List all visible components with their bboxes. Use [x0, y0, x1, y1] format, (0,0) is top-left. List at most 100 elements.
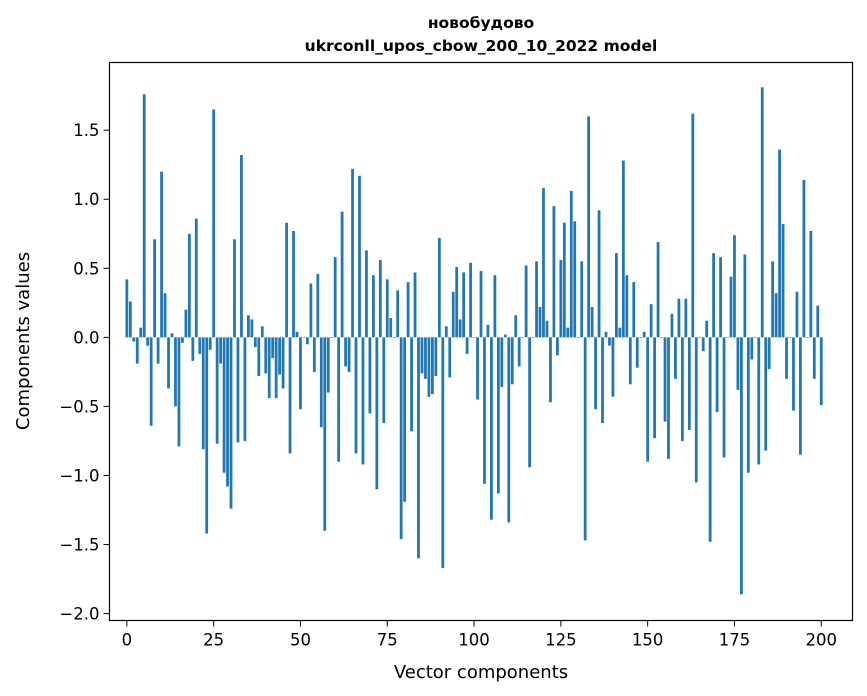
- bar-187: [774, 293, 778, 338]
- bar-167: [705, 320, 709, 338]
- bar-0: [125, 279, 129, 338]
- bar-1: [128, 301, 132, 338]
- bar-53: [309, 283, 313, 338]
- bar-168: [708, 337, 712, 542]
- bar-150: [646, 337, 650, 462]
- bar-142: [618, 327, 622, 338]
- bar-89: [434, 337, 438, 377]
- bar-12: [167, 337, 170, 389]
- bar-series: [125, 87, 823, 595]
- bar-6: [146, 337, 150, 346]
- bar-156: [667, 337, 670, 459]
- bar-123: [552, 206, 556, 338]
- bar-183: [760, 87, 764, 338]
- bar-37: [253, 337, 257, 348]
- bar-106: [493, 275, 497, 338]
- bar-14: [174, 337, 177, 407]
- bar-141: [615, 253, 618, 338]
- bar-105: [490, 337, 493, 520]
- bar-149: [642, 331, 646, 338]
- bar-144: [625, 275, 629, 338]
- y-tick-label: −2.0: [59, 605, 99, 624]
- bar-78: [396, 290, 400, 338]
- bar-118: [535, 261, 538, 338]
- bar-178: [743, 254, 747, 338]
- bar-148: [639, 337, 643, 338]
- bar-146: [632, 282, 636, 338]
- bar-27: [219, 337, 222, 364]
- bar-200: [819, 337, 823, 406]
- bar-179: [746, 337, 750, 473]
- y-tick-label: −0.5: [59, 397, 99, 416]
- bar-154: [660, 337, 663, 338]
- bar-40: [264, 337, 268, 374]
- bar-2: [132, 337, 136, 342]
- bar-104: [486, 324, 490, 338]
- bar-75: [385, 279, 389, 338]
- bar-155: [663, 337, 667, 422]
- bar-25: [212, 109, 216, 338]
- bar-76: [389, 318, 393, 338]
- bar-3: [135, 337, 139, 364]
- bar-57: [323, 337, 327, 531]
- bar-98: [465, 337, 469, 354]
- bar-158: [674, 337, 677, 379]
- bar-182: [757, 337, 761, 465]
- bar-15: [177, 337, 181, 447]
- x-tick-label: 75: [377, 631, 398, 650]
- bar-50: [299, 337, 302, 410]
- bar-108: [500, 337, 504, 388]
- bar-60: [333, 257, 337, 338]
- bar-10: [160, 171, 163, 338]
- y-axis-ticks: −2.0 −1.5 −1.0 −0.5 0.0 0.5 1.0 1.5: [59, 121, 110, 624]
- plot-frame: [108, 61, 854, 622]
- bar-138: [604, 331, 608, 338]
- bar-7: [149, 337, 153, 426]
- bar-137: [601, 337, 604, 423]
- bar-61: [337, 337, 341, 462]
- bar-126: [562, 222, 566, 338]
- bar-4: [139, 327, 143, 338]
- bar-151: [649, 304, 653, 338]
- bar-117: [531, 337, 535, 338]
- bar-23: [205, 337, 209, 534]
- bar-114: [521, 337, 525, 338]
- bar-100: [472, 337, 476, 338]
- bar-169: [712, 253, 716, 338]
- bar-176: [736, 337, 740, 390]
- y-tick-label: −1.0: [59, 466, 99, 485]
- bar-9: [156, 337, 160, 364]
- x-tick-label: 125: [545, 631, 577, 650]
- bar-21: [198, 337, 202, 354]
- bar-90: [437, 237, 441, 338]
- bar-52: [306, 337, 309, 345]
- bar-34: [243, 337, 247, 441]
- bar-48: [292, 231, 295, 338]
- x-tick-label: 50: [290, 631, 311, 650]
- bar-84: [417, 337, 420, 559]
- bar-128: [569, 190, 573, 338]
- bar-109: [503, 334, 507, 338]
- bar-122: [549, 337, 552, 403]
- bar-136: [597, 210, 601, 338]
- bar-129: [573, 221, 577, 338]
- x-tick-label: 100: [458, 631, 490, 650]
- bar-49: [295, 331, 299, 338]
- bar-192: [792, 337, 795, 411]
- bar-43: [274, 337, 278, 399]
- bar-11: [163, 293, 167, 338]
- bar-16: [181, 337, 184, 343]
- bar-32: [236, 337, 240, 443]
- bar-140: [611, 337, 615, 397]
- bar-184: [764, 337, 768, 451]
- bar-93: [448, 337, 452, 378]
- bar-191: [788, 337, 792, 338]
- bar-160: [680, 337, 684, 441]
- bar-198: [812, 337, 816, 379]
- bar-125: [559, 260, 563, 338]
- bar-20: [194, 218, 198, 338]
- bar-5: [142, 94, 146, 338]
- bar-188: [778, 149, 781, 338]
- bar-39: [260, 326, 264, 338]
